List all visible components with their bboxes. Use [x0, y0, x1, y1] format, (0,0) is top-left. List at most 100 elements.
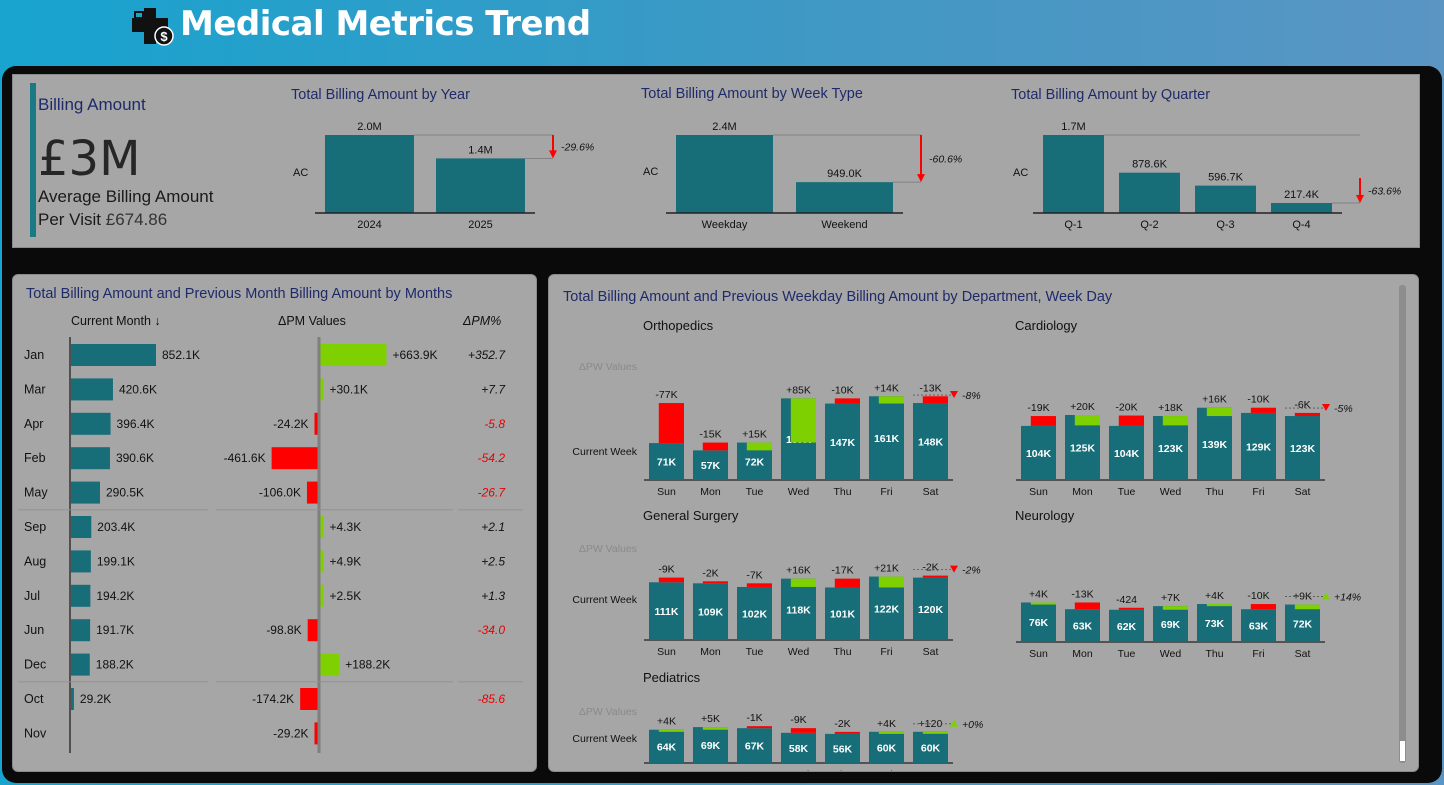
scrollbar[interactable]: [1399, 285, 1406, 763]
row-label-delta: ΔPW Values: [579, 543, 637, 555]
bar-value-label: 63K: [1073, 621, 1093, 633]
delta-value-label: +663.9K: [393, 348, 438, 362]
data-label: 2.4M: [712, 121, 736, 133]
bar-value-label: 125K: [1070, 443, 1096, 455]
bar-cardiology-fri: [1241, 412, 1276, 480]
delta-bar: [702, 442, 728, 451]
variance-label: -8%: [962, 390, 981, 402]
delta-label: +4K: [877, 718, 896, 730]
variance-arrow-head: [1356, 195, 1364, 204]
variance-label: -63.6%: [1368, 186, 1401, 198]
variance-arrow-head: [549, 150, 557, 159]
delta-value-label: -24.2K: [273, 417, 308, 431]
tick-label: Wed: [1160, 648, 1182, 660]
delta-label: -2K: [922, 562, 938, 574]
bar-value-label: 118K: [786, 604, 811, 616]
delta-bar: [922, 575, 948, 578]
month-value-label: 852.1K: [162, 348, 200, 362]
month-bar: [71, 688, 74, 710]
bar-general-surgery-wed: [781, 578, 816, 640]
delta-pct-label: +2.1: [481, 520, 505, 534]
bar-value-label: 76K: [1029, 617, 1049, 629]
kpi-value: £3M: [38, 131, 141, 187]
delta-pct-label: +1.3: [481, 589, 505, 603]
delta-bar: [658, 577, 684, 583]
month-bar: [71, 516, 92, 538]
variance-label: -5%: [1334, 403, 1353, 415]
bar-pediatrics-tue: [737, 728, 772, 763]
bar-value-label: 69K: [701, 740, 721, 752]
department-title: Orthopedics: [643, 318, 714, 333]
delta-label: +18K: [1158, 402, 1183, 414]
tick-label: Thu: [833, 646, 851, 658]
bar-value-label: 60K: [877, 742, 897, 754]
scrollbar-thumb[interactable]: [1400, 741, 1405, 761]
delta-bar: [922, 396, 948, 404]
tick-label: 2025: [468, 219, 492, 231]
delta-bar: [702, 727, 728, 730]
delta-bar: [834, 578, 860, 588]
month-value-label: 390.6K: [116, 451, 154, 465]
month-value-label: 191.7K: [96, 623, 134, 637]
bar-general-surgery-tue: [737, 586, 772, 640]
variance-arrow-up: [1322, 592, 1330, 600]
variance-label: -29.6%: [561, 142, 594, 154]
month-bar: [71, 378, 113, 401]
delta-bar: [1294, 604, 1320, 610]
delta-bar: [1206, 407, 1232, 417]
bar-orthopedics-fri: [869, 396, 904, 480]
variance-label: +0%: [962, 719, 983, 731]
tick-label: Tue: [1118, 486, 1136, 498]
delta-bar: [790, 578, 816, 587]
bar-neurology-fri: [1241, 609, 1276, 642]
row-label: AC: [293, 167, 308, 179]
bar-general-surgery-sat: [913, 577, 948, 640]
delta-value-label: -106.0K: [259, 486, 301, 500]
data-label: 878.6K: [1132, 159, 1168, 171]
tick-label: Fri: [880, 769, 892, 771]
delta-label: -77K: [655, 389, 677, 401]
delta-value-label: +188.2K: [345, 658, 390, 672]
bar-value-label: 72K: [745, 456, 765, 468]
kpi-label: Billing Amount: [38, 95, 146, 114]
row-label: AC: [1013, 167, 1028, 179]
bar-value-label: 102K: [742, 608, 768, 620]
delta-bar: [922, 731, 948, 734]
variance-arrow-head: [917, 174, 925, 183]
bar-value-label: 111K: [655, 606, 679, 618]
delta-bar: [658, 729, 684, 732]
delta-label: -10K: [831, 384, 853, 396]
delta-bar: [1118, 607, 1144, 610]
bar-general-surgery-mon: [693, 583, 728, 640]
delta-pct-label: -54.2: [478, 451, 506, 465]
bar-value-label: 71K: [657, 457, 677, 469]
delta-label: +16K: [786, 565, 811, 577]
department-title: Pediatrics: [643, 670, 701, 685]
delta-pct-label: -85.6: [478, 692, 506, 706]
tick-label: Sat: [923, 646, 939, 658]
tick-label: Wed: [788, 769, 810, 771]
delta-label: -13K: [919, 382, 941, 394]
tick-label: Mon: [700, 646, 721, 658]
bar-orthopedics-sat: [913, 403, 948, 480]
department-chart: Orthopedics ΔPW Values Current Week 71K -77K…: [572, 318, 1361, 771]
bar-cardiology-wed: [1153, 416, 1188, 480]
tick-label: Sun: [1029, 648, 1048, 660]
bar-Weekday: [676, 135, 773, 213]
row-label-delta: ΔPW Values: [579, 361, 637, 373]
bar-value-label: 139K: [1202, 439, 1228, 451]
tick-label: Mon: [700, 769, 721, 771]
month-label: Dec: [24, 658, 46, 672]
department-title: General Surgery: [643, 508, 739, 523]
variance-arrow-down: [1322, 404, 1330, 412]
tick-label: Sun: [1029, 486, 1048, 498]
kpi-average: Average Billing Amount Per Visit £674.86: [38, 185, 213, 231]
tick-label: Wed: [788, 486, 810, 498]
variance-arrow-down: [950, 391, 958, 399]
delta-label: -2K: [834, 718, 850, 730]
delta-bar: [314, 412, 318, 435]
delta-pct-label: +2.5: [481, 554, 505, 568]
month-value-label: 188.2K: [96, 658, 134, 672]
bar-value-label: 69K: [1161, 619, 1181, 631]
delta-label: -13K: [1071, 588, 1093, 600]
